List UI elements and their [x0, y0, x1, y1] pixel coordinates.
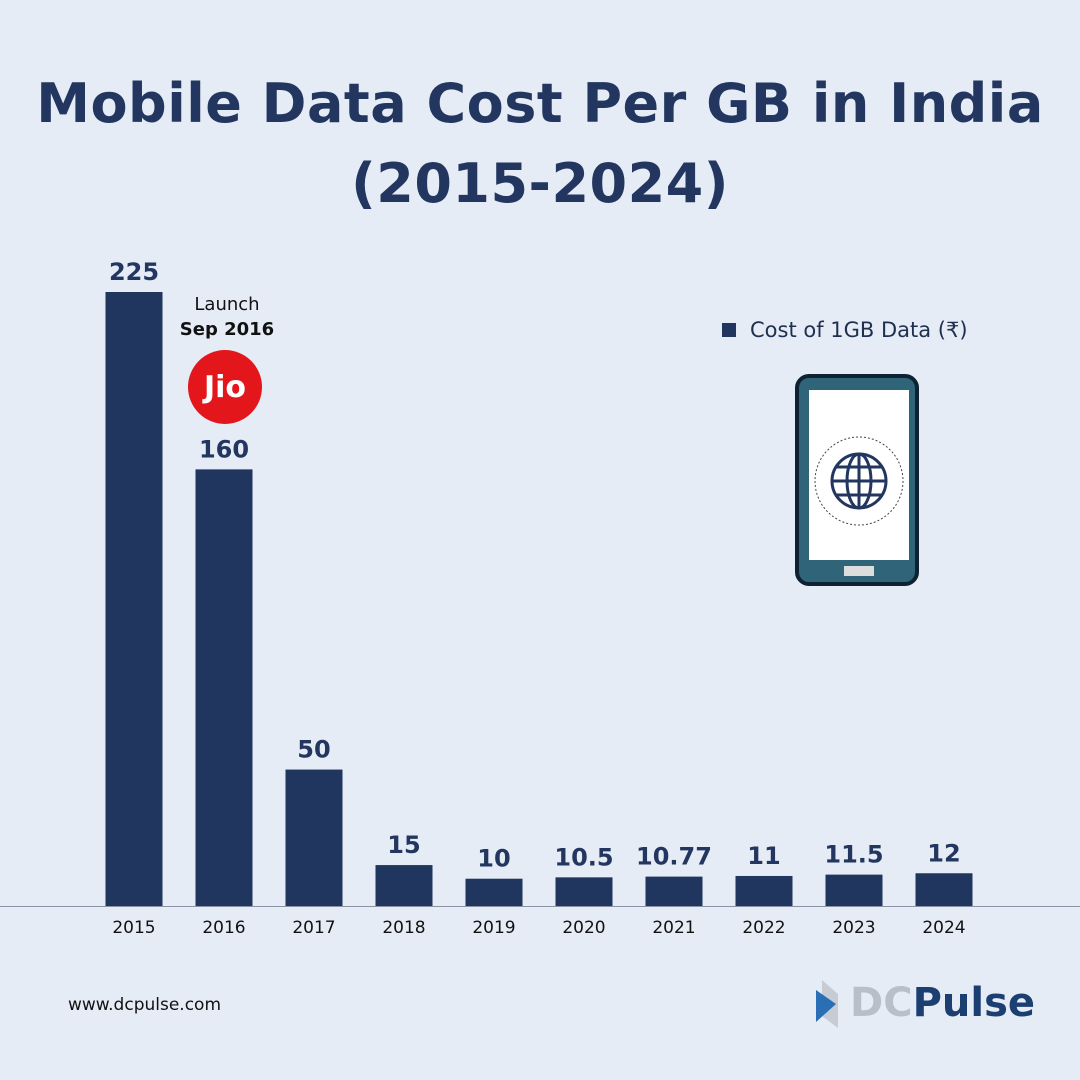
smartphone-icon: [795, 374, 919, 586]
chart-title-line2: (2015-2024): [351, 152, 729, 215]
bar-2020: [555, 877, 613, 906]
dcpulse-logo: DC Pulse: [814, 978, 1035, 1028]
data-label-2024: 12: [927, 839, 960, 867]
bar-2019: [465, 878, 523, 906]
jio-logo-text: Jio: [203, 369, 247, 405]
launch-date: Sep 2016: [179, 319, 275, 340]
legend-swatch: [722, 323, 736, 337]
data-label-2017: 50: [297, 736, 330, 764]
dcpulse-logo-mark: [816, 980, 838, 1028]
bar-2015: [105, 292, 163, 906]
data-label-2015: 225: [109, 258, 159, 286]
launch-label: Launch: [194, 294, 260, 315]
data-label-2020: 10.5: [554, 843, 613, 871]
bar-2024: [915, 873, 973, 906]
globe-icon: [830, 452, 888, 510]
launch-annotation: Launch Sep 2016: [172, 292, 282, 342]
legend-label: Cost of 1GB Data (₹): [750, 318, 968, 342]
logo-text-pulse: Pulse: [912, 980, 1036, 1026]
data-label-2022: 11: [747, 842, 780, 870]
bar-2022: [735, 875, 793, 906]
x-tick-2020: 2020: [562, 918, 605, 938]
jio-logo: Jio: [188, 350, 262, 424]
bar-2023: [825, 874, 883, 906]
x-tick-2017: 2017: [292, 918, 335, 938]
bar-2018: [375, 865, 433, 906]
bar-2016: [195, 469, 253, 906]
data-label-2018: 15: [387, 831, 420, 859]
x-tick-2024: 2024: [922, 918, 965, 938]
logo-text-dc: DC: [850, 980, 913, 1026]
x-tick-2023: 2023: [832, 918, 875, 938]
data-label-2019: 10: [477, 845, 510, 873]
legend: Cost of 1GB Data (₹): [722, 318, 968, 342]
footer-url: www.dcpulse.com: [68, 995, 222, 1015]
x-tick-2018: 2018: [382, 918, 425, 938]
data-label-2023: 11.5: [824, 841, 883, 869]
bar-2017: [285, 769, 343, 906]
x-tick-2021: 2021: [652, 918, 695, 938]
x-tick-2015: 2015: [112, 918, 155, 938]
x-tick-2019: 2019: [472, 918, 515, 938]
x-tick-2022: 2022: [742, 918, 785, 938]
chart-title-line1: Mobile Data Cost Per GB in India: [36, 72, 1044, 135]
data-label-2021: 10.77: [636, 843, 712, 871]
bar-2021: [645, 876, 703, 906]
x-tick-2016: 2016: [202, 918, 245, 938]
data-label-2016: 160: [199, 435, 249, 463]
